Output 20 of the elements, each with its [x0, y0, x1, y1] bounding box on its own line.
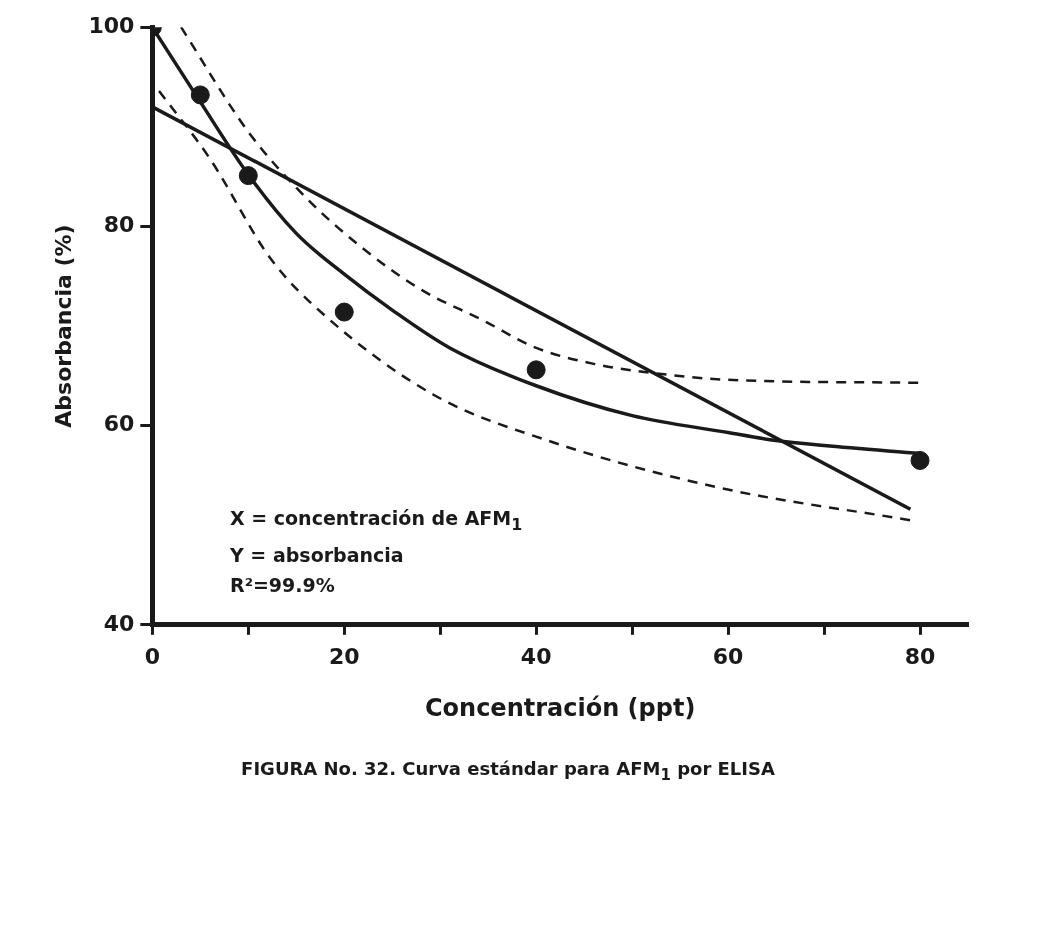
x-axis-title: Concentración (ppt) — [424, 693, 696, 722]
y-tick-label: 60 — [103, 411, 135, 437]
text: FIGURA No. 32. Curva estándar para AFM$_{1}$ por ELISA — [240, 758, 776, 784]
annotation: X = concentración de AFM$_{1}$ — [230, 506, 523, 536]
y-tick-label: 100 — [88, 12, 135, 38]
x-tick-label: 40 — [520, 643, 552, 669]
point — [190, 85, 210, 105]
point — [910, 450, 930, 470]
point — [238, 166, 258, 186]
annotation: R²=99.9% — [230, 572, 336, 598]
point — [526, 360, 546, 380]
x-tick-label: 0 — [144, 643, 160, 669]
x-tick-label: 20 — [328, 643, 360, 669]
y-tick-label: 40 — [103, 610, 135, 636]
point — [334, 302, 354, 322]
x-tick-label: 60 — [712, 643, 744, 669]
y-tick-label: 80 — [103, 212, 135, 238]
x-tick-label: 80 — [904, 643, 936, 669]
annotation: Y = absorbancia — [230, 542, 405, 568]
y-axis-title: Absorbancia (%) — [50, 224, 76, 428]
